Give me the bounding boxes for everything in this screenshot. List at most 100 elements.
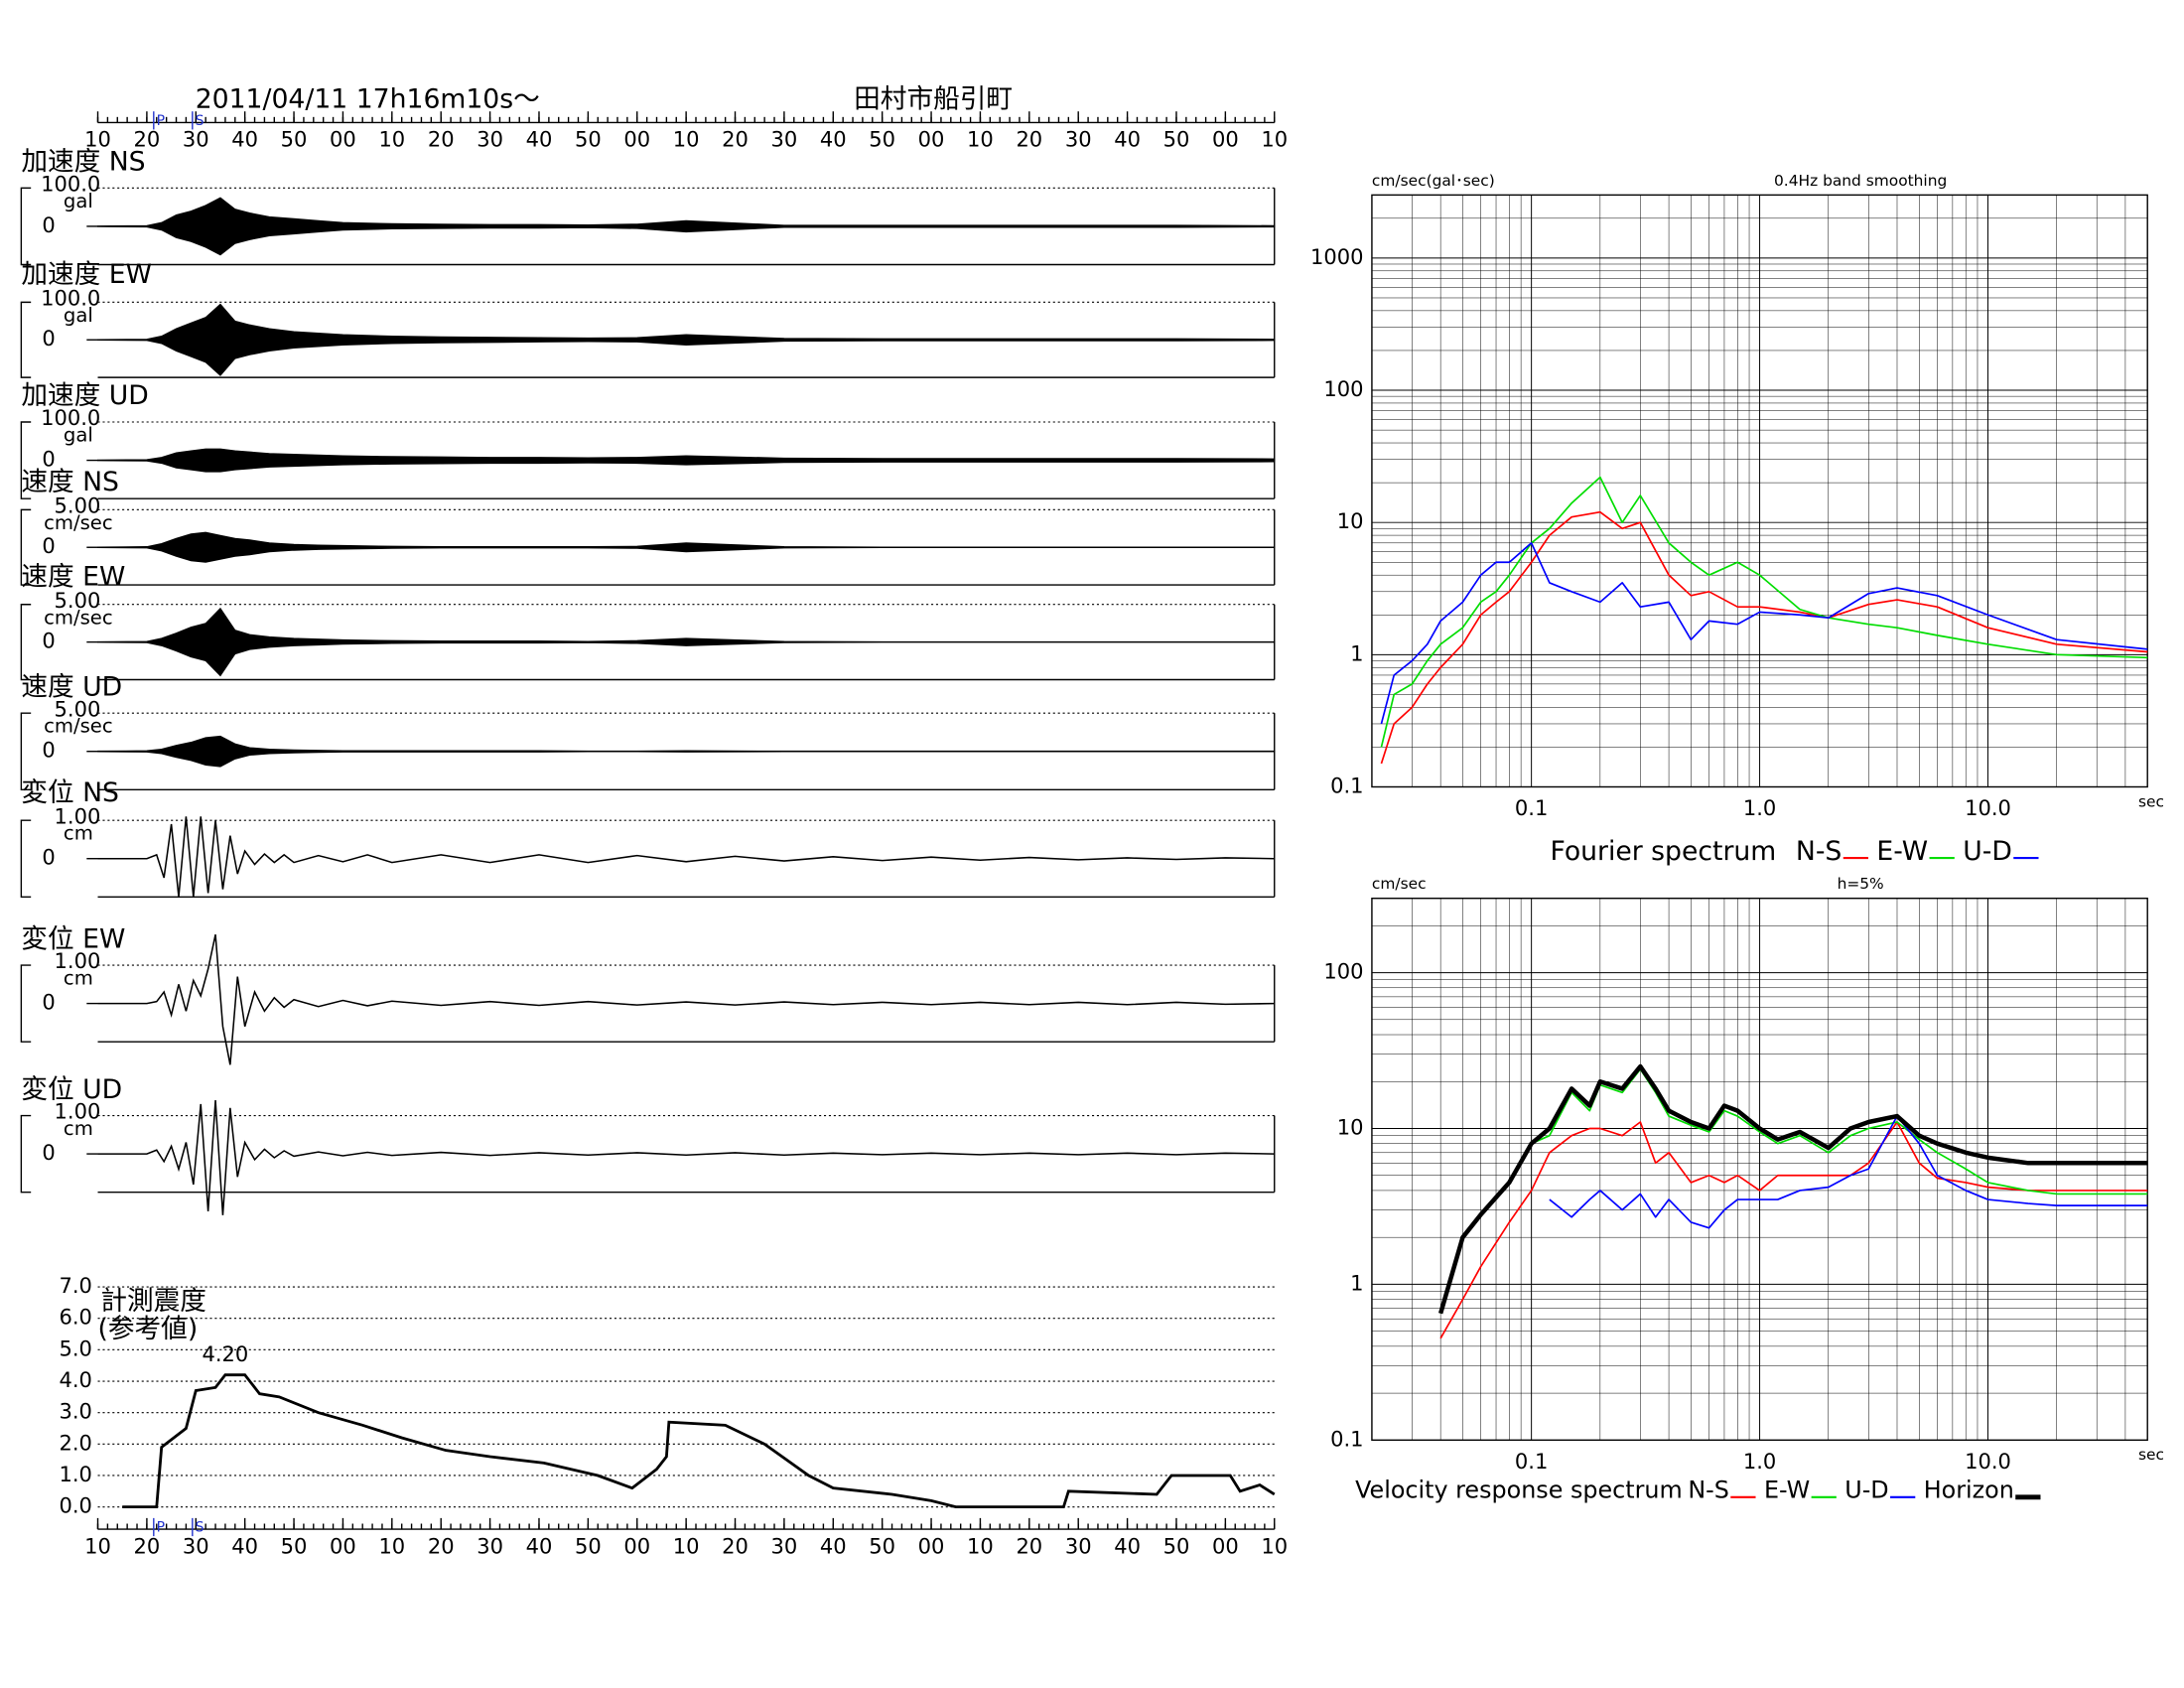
y-tick-label: 1 [1350, 640, 1363, 665]
y-tick-label: 3.0 [59, 1399, 91, 1424]
legend-label: E-W [1764, 1477, 1810, 1504]
x-tick-label: 10 [1261, 127, 1288, 152]
trace-envelope [97, 339, 1276, 376]
trace-envelope [97, 197, 1276, 227]
panel-bracket [20, 712, 32, 790]
y-tick-label: 0 [42, 990, 55, 1015]
panel-bracket [20, 421, 32, 499]
y-tick-label: 1.00 [55, 1099, 101, 1124]
y-tick-label: 4.0 [59, 1367, 91, 1392]
x-tick-label: 20 [428, 1533, 455, 1558]
legend-title: Velocity response spectrum [1355, 1477, 1683, 1504]
unit-label: cm [64, 967, 93, 990]
y-tick-label: 0 [42, 845, 55, 870]
y-tick-label: 1.0 [59, 1462, 91, 1486]
y-tick-label: 0.1 [1330, 1426, 1363, 1451]
unit-label: cm/sec [44, 715, 113, 738]
x-tick-label: 00 [918, 127, 945, 152]
unit-label: gal [64, 304, 93, 327]
x-tick-label: 00 [1212, 127, 1239, 152]
x-tick-label: 00 [1212, 1533, 1239, 1558]
unit-label: gal [64, 190, 93, 212]
x-tick-label: 40 [820, 1533, 847, 1558]
series-line [1439, 1067, 2148, 1315]
x-tick-label: 40 [526, 127, 553, 152]
y-tick-label: 0.0 [59, 1493, 91, 1518]
x-tick-label: 10 [967, 1533, 994, 1558]
peak-label: 4.20 [203, 1341, 249, 1366]
y-tick-label: 1.00 [55, 948, 101, 973]
x-tick-label: 30 [1065, 127, 1092, 152]
legend-label: N-S [1688, 1477, 1729, 1504]
panel-bracket [20, 604, 32, 681]
y-tick-label: 100.0 [41, 286, 100, 311]
x-tick-label: 10.0 [1965, 1449, 2011, 1474]
panel-bracket [20, 301, 32, 378]
x-tick-label: 50 [1163, 1533, 1190, 1558]
y-tick-label: 2.0 [59, 1430, 91, 1455]
series-line [1439, 1121, 2148, 1339]
y-tick-label: 1.00 [55, 803, 101, 828]
x-axis-label: sec [2138, 1446, 2164, 1464]
x-tick-label: 20 [722, 127, 749, 152]
trace-line [97, 1100, 1275, 1215]
x-tick-label: 0.1 [1515, 1449, 1548, 1474]
x-tick-label: 10 [84, 1533, 111, 1558]
x-tick-label: 00 [330, 127, 356, 152]
y-axis-label: cm/sec(gal･sec) [1372, 172, 1495, 190]
x-tick-label: 1.0 [1743, 795, 1776, 820]
panel-title: 変位 UD [21, 1074, 122, 1105]
y-tick-label: 5.00 [55, 588, 101, 613]
plot-frame [1371, 194, 2148, 788]
y-tick-label: 10 [1337, 1114, 1364, 1139]
x-tick-label: 0.1 [1515, 795, 1548, 820]
series-line [1549, 1115, 2148, 1229]
x-tick-label: 10 [84, 127, 111, 152]
legend-title: Fourier spectrum [1550, 836, 1776, 867]
legend-label: E-W [1876, 836, 1928, 867]
y-tick-label: 100 [1323, 376, 1363, 401]
trace-envelope [97, 448, 1276, 461]
panel-bracket [20, 508, 32, 586]
x-tick-label: 30 [477, 1533, 503, 1558]
y-tick-label: 5.00 [55, 696, 101, 721]
phase-label: S [196, 1520, 205, 1536]
x-tick-label: 20 [722, 1533, 749, 1558]
x-tick-label: 10 [673, 1533, 700, 1558]
x-tick-label: 50 [281, 127, 308, 152]
y-tick-label: 5.00 [55, 493, 101, 518]
x-tick-label: 30 [1065, 1533, 1092, 1558]
x-tick-label: 40 [526, 1533, 553, 1558]
x-axis-label: sec [2138, 792, 2164, 810]
trace-line [122, 1373, 1276, 1509]
panel-title: 速度 UD [21, 671, 122, 702]
y-tick-label: 7.0 [59, 1273, 91, 1298]
legend-label: Horizon [1924, 1477, 2014, 1504]
x-tick-label: 30 [771, 1533, 798, 1558]
legend-label: U-D [1963, 836, 2012, 867]
x-tick-label: 00 [330, 1533, 356, 1558]
panel-title: 加速度 UD [21, 380, 148, 411]
y-tick-label: 0 [42, 738, 55, 763]
panel-title: 加速度 NS [21, 147, 145, 178]
y-tick-label: 1 [1350, 1270, 1363, 1295]
unit-label: cm [64, 1117, 93, 1140]
legend-label: U-D [1844, 1477, 1888, 1504]
x-tick-label: 40 [231, 1533, 258, 1558]
series-line [1380, 476, 2148, 748]
trace-line [97, 816, 1275, 898]
trace-envelope [97, 303, 1276, 341]
x-tick-label: 00 [918, 1533, 945, 1558]
series-line [1437, 1063, 2148, 1315]
y-tick-label: 10 [1337, 508, 1364, 533]
panel-title: 速度 NS [21, 467, 119, 497]
panel-title: 速度 EW [21, 562, 125, 593]
y-tick-label: 100.0 [41, 172, 100, 197]
y-tick-label: 0 [42, 1140, 55, 1165]
x-tick-label: 10 [967, 127, 994, 152]
unit-label: cm/sec [44, 606, 113, 629]
panel-title: 変位 NS [21, 777, 119, 808]
x-tick-label: 10 [378, 1533, 405, 1558]
